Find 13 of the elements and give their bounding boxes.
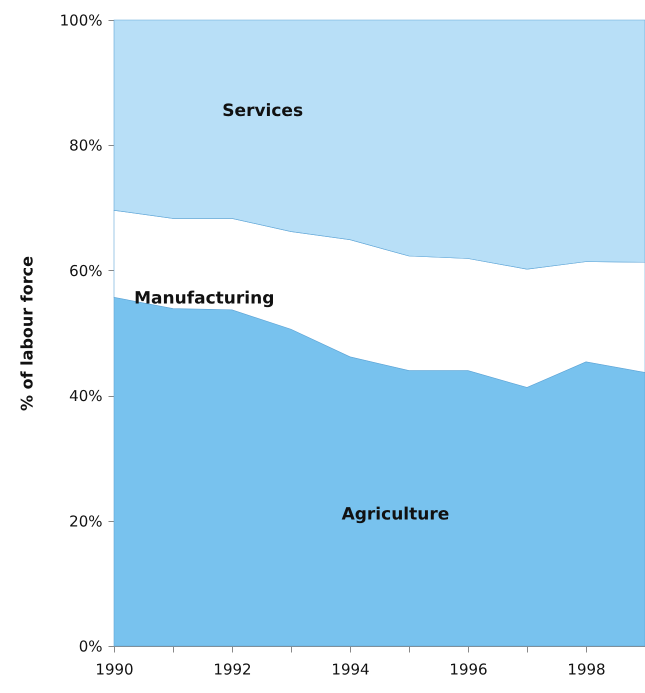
x-tick-label: 1990 [95, 660, 134, 678]
y-tick-label: 20% [69, 512, 102, 530]
y-tick-label: 40% [69, 387, 102, 406]
y-tick-label: 0% [78, 638, 102, 656]
x-tick-label: 1994 [331, 660, 370, 678]
x-tick-label: 1996 [449, 660, 488, 678]
x-tick-label: 1992 [213, 660, 252, 678]
y-tick-label: 100% [60, 12, 102, 30]
y-tick-label: 60% [69, 262, 102, 280]
y-tick-label: 80% [69, 136, 102, 155]
series-label: Services [222, 100, 304, 121]
x-tick-label: 1998 [567, 660, 606, 678]
y-axis-title: % of labour force [18, 256, 37, 411]
